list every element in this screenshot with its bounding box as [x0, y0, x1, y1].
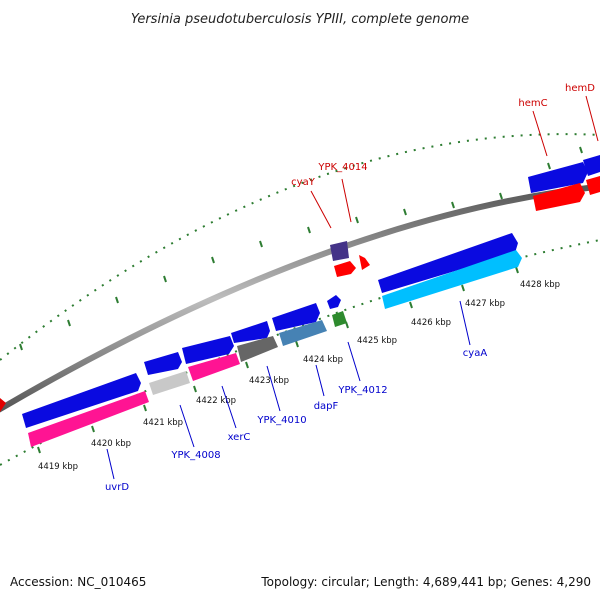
cog-hemC-bar: [533, 183, 585, 211]
gene-hemC-arrow[interactable]: [528, 162, 588, 193]
gene-cyaA-arrow[interactable]: [378, 233, 518, 293]
gene-label-hemD[interactable]: hemD: [565, 83, 595, 94]
gene-label-dapF[interactable]: dapF: [314, 401, 339, 412]
label-leaders: [106, 95, 599, 480]
cog-cyaA-bar: [382, 250, 522, 309]
tick-label: 4423 kbp: [249, 376, 289, 386]
tick-labels: 4419 kbp 4420 kbp 4421 kbp 4422 kbp 4423…: [38, 280, 560, 472]
cog-xerC-bar: [188, 353, 240, 381]
gene-label-YPK_4010[interactable]: YPK_4010: [256, 415, 306, 426]
tick-label: 4428 kbp: [520, 280, 560, 290]
gene-label-uvrD[interactable]: uvrD: [105, 482, 129, 493]
inner-tick-track: [0, 239, 600, 466]
tick-label: 4422 kbp: [196, 396, 236, 406]
gene-cyaY-box[interactable]: [330, 241, 349, 261]
gene-label-cyaY[interactable]: cyaY: [291, 177, 316, 188]
gene-YPK_4014-arrow[interactable]: [359, 255, 370, 270]
gene-YPK_4008-arrow[interactable]: [144, 352, 182, 375]
gene-dapF-arrow[interactable]: [272, 303, 320, 331]
genome-summary-text: Topology: circular; Length: 4,689,441 bp…: [260, 575, 591, 589]
accession-text: Accession: NC_010465: [10, 575, 146, 589]
tick-label: 4420 kbp: [91, 439, 131, 449]
cog-uvrD-bar: [28, 391, 149, 447]
gene-YPK_4012-arrow[interactable]: [327, 295, 341, 309]
gene-label-YPK_4012[interactable]: YPK_4012: [337, 385, 387, 396]
gene-labels: uvrD YPK_4008 xerC YPK_4010 dapF YPK_401…: [105, 83, 595, 493]
tick-label: 4425 kbp: [357, 336, 397, 346]
gene-label-YPK_4008[interactable]: YPK_4008: [170, 450, 220, 461]
cog-YPK_4012-box: [332, 311, 347, 327]
map-title: Yersinia pseudotuberculosis YPIII, compl…: [131, 12, 469, 27]
tick-label: 4424 kbp: [303, 355, 343, 365]
genome-backbone: [0, 183, 600, 413]
cog-YPK_4010-bar: [237, 336, 278, 362]
outer-tick-track: [0, 133, 600, 361]
gene-edge-left-arrow[interactable]: [0, 398, 6, 412]
forward-features: [330, 155, 600, 277]
gene-uvrD-arrow[interactable]: [22, 373, 141, 428]
gene-label-hemC[interactable]: hemC: [518, 98, 547, 109]
tick-label: 4419 kbp: [38, 462, 78, 472]
tick-label: 4421 kbp: [143, 418, 183, 428]
cog-hemD-bar: [586, 176, 600, 195]
cog-cyaY-bar: [334, 261, 356, 277]
cog-dapF-bar: [279, 320, 327, 346]
reverse-features: [0, 233, 522, 447]
gene-label-xerC[interactable]: xerC: [228, 432, 251, 443]
gene-YPK_4010-arrow[interactable]: [231, 321, 270, 343]
tick-label: 4427 kbp: [465, 299, 505, 309]
gene-xerC-arrow[interactable]: [182, 336, 234, 364]
gene-label-cyaA[interactable]: cyaA: [463, 348, 488, 359]
tick-label: 4426 kbp: [411, 318, 451, 328]
gene-hemD-arrow[interactable]: [583, 155, 600, 176]
gene-label-YPK_4014[interactable]: YPK_4014: [317, 162, 367, 173]
cog-YPK_4008-bar: [149, 371, 190, 395]
